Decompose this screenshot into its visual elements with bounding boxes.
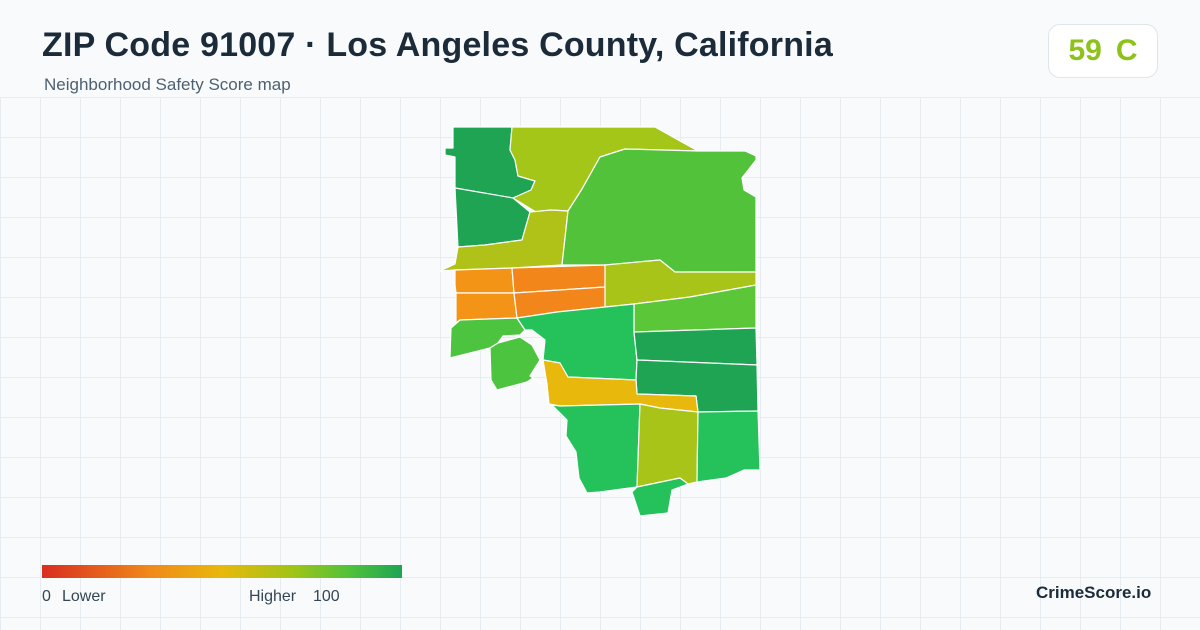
legend-min-value: 0 — [42, 588, 51, 605]
region-south-2[interactable] — [636, 403, 699, 488]
region-south-3[interactable] — [696, 410, 761, 483]
region-west-orange-1[interactable] — [454, 267, 515, 294]
safety-score-grade: C — [1115, 34, 1138, 67]
region-south-1[interactable] — [551, 403, 641, 494]
legend-color-scale — [42, 565, 402, 578]
region-central-north[interactable] — [439, 209, 569, 272]
legend-max-label: Higher — [249, 588, 297, 605]
page-subtitle: Neighborhood Safety Score map — [44, 75, 291, 94]
safety-score-badge: 59 C — [1048, 24, 1158, 78]
page-title: ZIP Code 91007 · Los Angeles County, Cal… — [42, 26, 833, 64]
region-east-3[interactable] — [633, 327, 758, 366]
brand-name: CrimeScore.io — [1036, 583, 1152, 602]
legend-max-value: 100 — [313, 588, 340, 605]
region-southwest-2[interactable] — [489, 336, 543, 391]
region-south-tip[interactable] — [631, 477, 689, 517]
safety-score-value: 59 — [1068, 34, 1102, 67]
legend-min-label: Lower — [62, 588, 106, 605]
